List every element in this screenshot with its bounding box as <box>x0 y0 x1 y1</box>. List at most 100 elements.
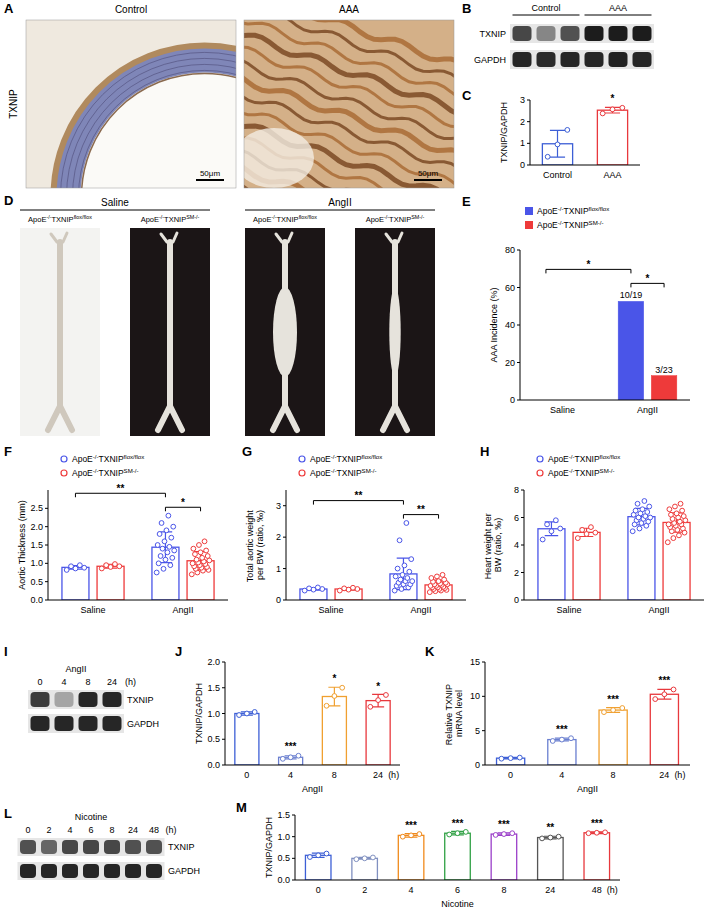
tick-label: 0 <box>510 395 515 405</box>
band <box>20 840 36 854</box>
image-frame <box>244 20 454 188</box>
point <box>633 508 638 513</box>
x-axis <box>295 880 620 881</box>
panel-letter: E <box>462 194 471 209</box>
scale-bar <box>414 179 442 181</box>
point <box>193 552 198 557</box>
panel-letter: L <box>4 806 12 821</box>
legend-marker <box>61 470 67 476</box>
bracket <box>313 501 403 505</box>
label: 50μm <box>418 169 439 178</box>
panel-letter: C <box>462 88 472 103</box>
point <box>556 834 561 839</box>
tick <box>517 250 520 251</box>
tick-label: 2 <box>276 532 281 542</box>
tick <box>527 165 530 166</box>
label: 6 <box>88 825 93 835</box>
point <box>288 755 293 760</box>
membrane <box>18 838 165 856</box>
tick <box>517 362 520 363</box>
point <box>157 532 162 537</box>
point <box>398 577 403 582</box>
bar <box>187 561 214 600</box>
tick <box>45 508 48 509</box>
label-part: TXNIP <box>99 468 124 478</box>
tick-label: 1 <box>520 138 525 148</box>
point <box>550 739 555 744</box>
point <box>351 585 356 590</box>
tick <box>521 600 524 601</box>
tick <box>283 600 286 601</box>
band <box>31 692 50 707</box>
label-part: TXNIP <box>337 454 362 464</box>
band <box>104 864 120 878</box>
label-part: ApoE <box>72 454 93 464</box>
band <box>41 864 57 878</box>
point <box>653 697 658 702</box>
band <box>31 716 50 731</box>
point <box>681 514 686 519</box>
membrane <box>510 24 654 43</box>
point <box>397 538 402 543</box>
tick <box>517 287 520 288</box>
point <box>493 833 498 838</box>
label-part: ApoE <box>537 220 558 230</box>
point <box>409 833 414 838</box>
row-label: TXNIP <box>168 842 195 852</box>
label-part: ApoE <box>537 206 558 216</box>
chart-panel: G0123Total aortic weight per BW (ratio, … <box>242 444 466 615</box>
point <box>362 856 367 861</box>
label-part: ApoE <box>548 454 569 464</box>
label-part: SM-/- <box>362 467 377 474</box>
significance: *** <box>498 819 510 830</box>
bar <box>650 694 678 765</box>
error-bar <box>605 107 620 113</box>
category-label: 6 <box>455 885 460 895</box>
error-bar <box>606 708 620 713</box>
bar <box>235 714 259 766</box>
label-part: flox/flox <box>362 453 383 460</box>
image <box>244 20 454 188</box>
tick <box>521 545 524 546</box>
tick <box>222 739 225 740</box>
x-axis <box>530 165 640 166</box>
label-line: Relative TXNIP <box>444 682 454 746</box>
tick-label: 0.0 <box>30 595 43 605</box>
label: ApoE-/-TXNIPSM-/- <box>548 467 615 478</box>
label: AAA <box>609 3 627 13</box>
bar <box>538 529 565 600</box>
point <box>316 853 321 858</box>
marks <box>497 687 679 765</box>
tick <box>222 765 225 766</box>
point <box>455 831 460 836</box>
band <box>609 26 628 41</box>
label: (h) <box>125 677 136 687</box>
category-label: 2 <box>362 885 367 895</box>
significance: *** <box>607 694 619 705</box>
point <box>680 508 685 513</box>
column-title: AAA <box>339 4 359 15</box>
panel-letter: A <box>4 1 14 16</box>
error-bar <box>451 831 464 834</box>
band <box>55 692 74 707</box>
point <box>410 579 415 584</box>
category-label: Saline <box>556 605 581 615</box>
point <box>324 851 329 856</box>
point <box>104 563 109 568</box>
tick <box>292 836 295 837</box>
point <box>64 568 69 573</box>
panel-letter: I <box>4 644 8 659</box>
label: Nicotine <box>75 812 108 822</box>
bar <box>663 522 690 600</box>
point <box>158 554 163 559</box>
label-part: SM-/- <box>124 467 139 474</box>
tick <box>521 517 524 518</box>
blot-panel: IAngII04824(h)TXNIPGAPDH <box>4 644 159 733</box>
photo <box>130 228 210 436</box>
category-label: 24 <box>545 885 555 895</box>
blot-panel: LNicotine024682448(h)TXNIPGAPDH <box>4 806 200 880</box>
aorta-trunk <box>273 242 297 430</box>
point <box>648 515 653 520</box>
point <box>611 708 616 713</box>
tick-label: 1.5 <box>277 810 290 820</box>
